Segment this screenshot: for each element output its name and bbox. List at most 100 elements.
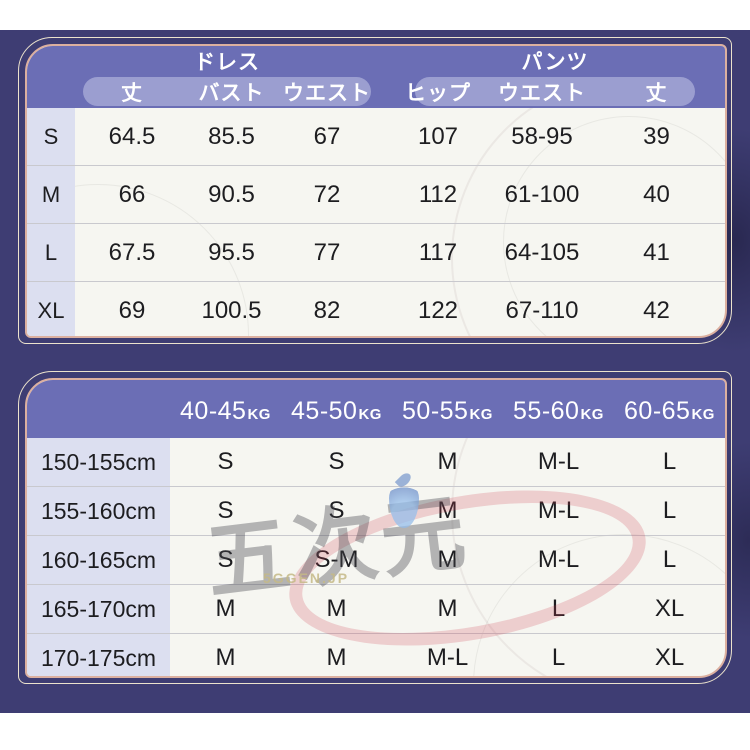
col-pants-waist: ウエスト [498, 82, 586, 105]
height-label: 165-170cm [27, 585, 170, 633]
height-weight-fit-table: 40-45 KG 45-50 KG 50-55 KG 55-60 KG 60-65 KG … [25, 378, 727, 678]
cell: S [328, 497, 345, 524]
cell: 90.5 [208, 180, 255, 208]
table-row: XL 69 100.5 82 122 67-110 42 [27, 281, 725, 336]
cell: 61-100 [504, 180, 580, 208]
size-label: S [27, 108, 75, 165]
cell: 58-95 [511, 122, 573, 150]
col-dress-length: 丈 [121, 82, 143, 105]
cell: 67 [313, 122, 341, 150]
size-measurement-table: ドレス パンツ 丈 バスト ウエスト ヒップ ウエスト 丈 S 64.5 85.… [25, 44, 727, 338]
col-weight-4: 55-60 KG [503, 380, 614, 438]
cell: 117 [418, 238, 458, 266]
cell: 112 [418, 180, 458, 208]
column-label-row: 丈 バスト ウエスト ヒップ ウエスト 丈 [27, 77, 725, 106]
height-label: 155-160cm [27, 487, 170, 535]
size-table-header: ドレス パンツ 丈 バスト ウエスト ヒップ ウエスト 丈 [27, 46, 725, 108]
col-weight-2: 45-50 KG [281, 380, 392, 438]
cell: 85.5 [208, 122, 255, 150]
cell: 95.5 [208, 238, 255, 266]
cell: 40 [643, 180, 670, 208]
cell: 72 [313, 180, 341, 208]
height-label: 170-175cm [27, 634, 170, 676]
table-row: 150-155cm S S M M-L L [27, 438, 725, 486]
cell: 69 [118, 296, 146, 324]
cell: S [217, 497, 234, 524]
cell: M [326, 595, 347, 622]
table-row: S 64.5 85.5 67 107 58-95 39 [27, 108, 725, 165]
col-bust: バスト [198, 82, 265, 105]
cell: 82 [313, 296, 341, 324]
table-row: M 66 90.5 72 112 61-100 40 [27, 165, 725, 223]
table-row: L 67.5 95.5 77 117 64-105 41 [27, 223, 725, 281]
cell: L [662, 448, 677, 475]
fit-table-header: 40-45 KG 45-50 KG 50-55 KG 55-60 KG 60-65 KG [27, 380, 725, 438]
cell: L [551, 595, 566, 622]
col-weight-3: 50-55 KG [392, 380, 503, 438]
weight-unit: KG [247, 405, 271, 423]
size-label: L [27, 224, 75, 281]
cell: M [215, 644, 236, 671]
cell: 67.5 [108, 238, 156, 266]
dress-columns-pill [83, 77, 371, 106]
weight-range: 40-45 [180, 397, 247, 425]
cell: 39 [643, 122, 670, 150]
col-weight-1: 40-45 KG [170, 380, 281, 438]
corner-cell [27, 77, 75, 107]
table-row: 170-175cm M M M-L L XL [27, 633, 725, 676]
cell: 100.5 [201, 296, 262, 324]
cell: XL [654, 595, 685, 622]
size-label: M [27, 166, 75, 223]
cell: S [217, 448, 234, 475]
cell: S [217, 546, 234, 573]
table-row: 165-170cm M M M L XL [27, 584, 725, 633]
cell: XL [654, 644, 685, 671]
weight-range: 45-50 [291, 397, 358, 425]
cell: M [437, 497, 458, 524]
cell: L [662, 546, 677, 573]
cell: S-M [314, 546, 359, 573]
col-weight-5: 60-65 KG [614, 380, 725, 438]
weight-unit: KG [691, 405, 715, 423]
cell: 42 [643, 296, 670, 324]
weight-range: 50-55 [402, 397, 469, 425]
table-row: 160-165cm S S-M M M-L L [27, 535, 725, 584]
cell: M-L [537, 546, 580, 573]
cell: M [437, 546, 458, 573]
cell: M-L [537, 448, 580, 475]
size-label: XL [27, 282, 75, 336]
cell: 64-105 [504, 238, 580, 266]
fit-table-body: 150-155cm S S M M-L L 155-160cm S S M M-… [27, 438, 725, 676]
table-row: 155-160cm S S M M-L L [27, 486, 725, 535]
height-label: 150-155cm [27, 438, 170, 486]
cell: 122 [417, 296, 459, 324]
cell: L [662, 497, 677, 524]
cell: S [328, 448, 345, 475]
size-table-body: S 64.5 85.5 67 107 58-95 39 M 66 90.5 72… [27, 108, 725, 336]
cell: M-L [426, 644, 469, 671]
cell: M [326, 644, 347, 671]
cell: 107 [417, 122, 459, 150]
cell: 77 [313, 238, 341, 266]
col-dress-waist: ウエスト [283, 82, 371, 105]
cell: 64.5 [108, 122, 156, 150]
height-label: 160-165cm [27, 536, 170, 584]
cell: M-L [537, 497, 580, 524]
weight-unit: KG [580, 405, 604, 423]
group-label-dress: ドレス [194, 51, 260, 74]
cell: M [437, 595, 458, 622]
cell: M [215, 595, 236, 622]
pants-columns-pill [415, 77, 695, 106]
cell: 67-110 [505, 296, 579, 324]
cell: L [551, 644, 566, 671]
col-pants-length: 丈 [645, 82, 668, 105]
corner-cell [27, 380, 170, 438]
cell: 66 [118, 180, 146, 208]
weight-range: 60-65 [624, 397, 691, 425]
cell: M [437, 448, 458, 475]
weight-unit: KG [358, 405, 382, 423]
cell: 41 [643, 238, 670, 266]
col-hip: ヒップ [405, 82, 471, 105]
group-label-pants: パンツ [521, 51, 589, 74]
